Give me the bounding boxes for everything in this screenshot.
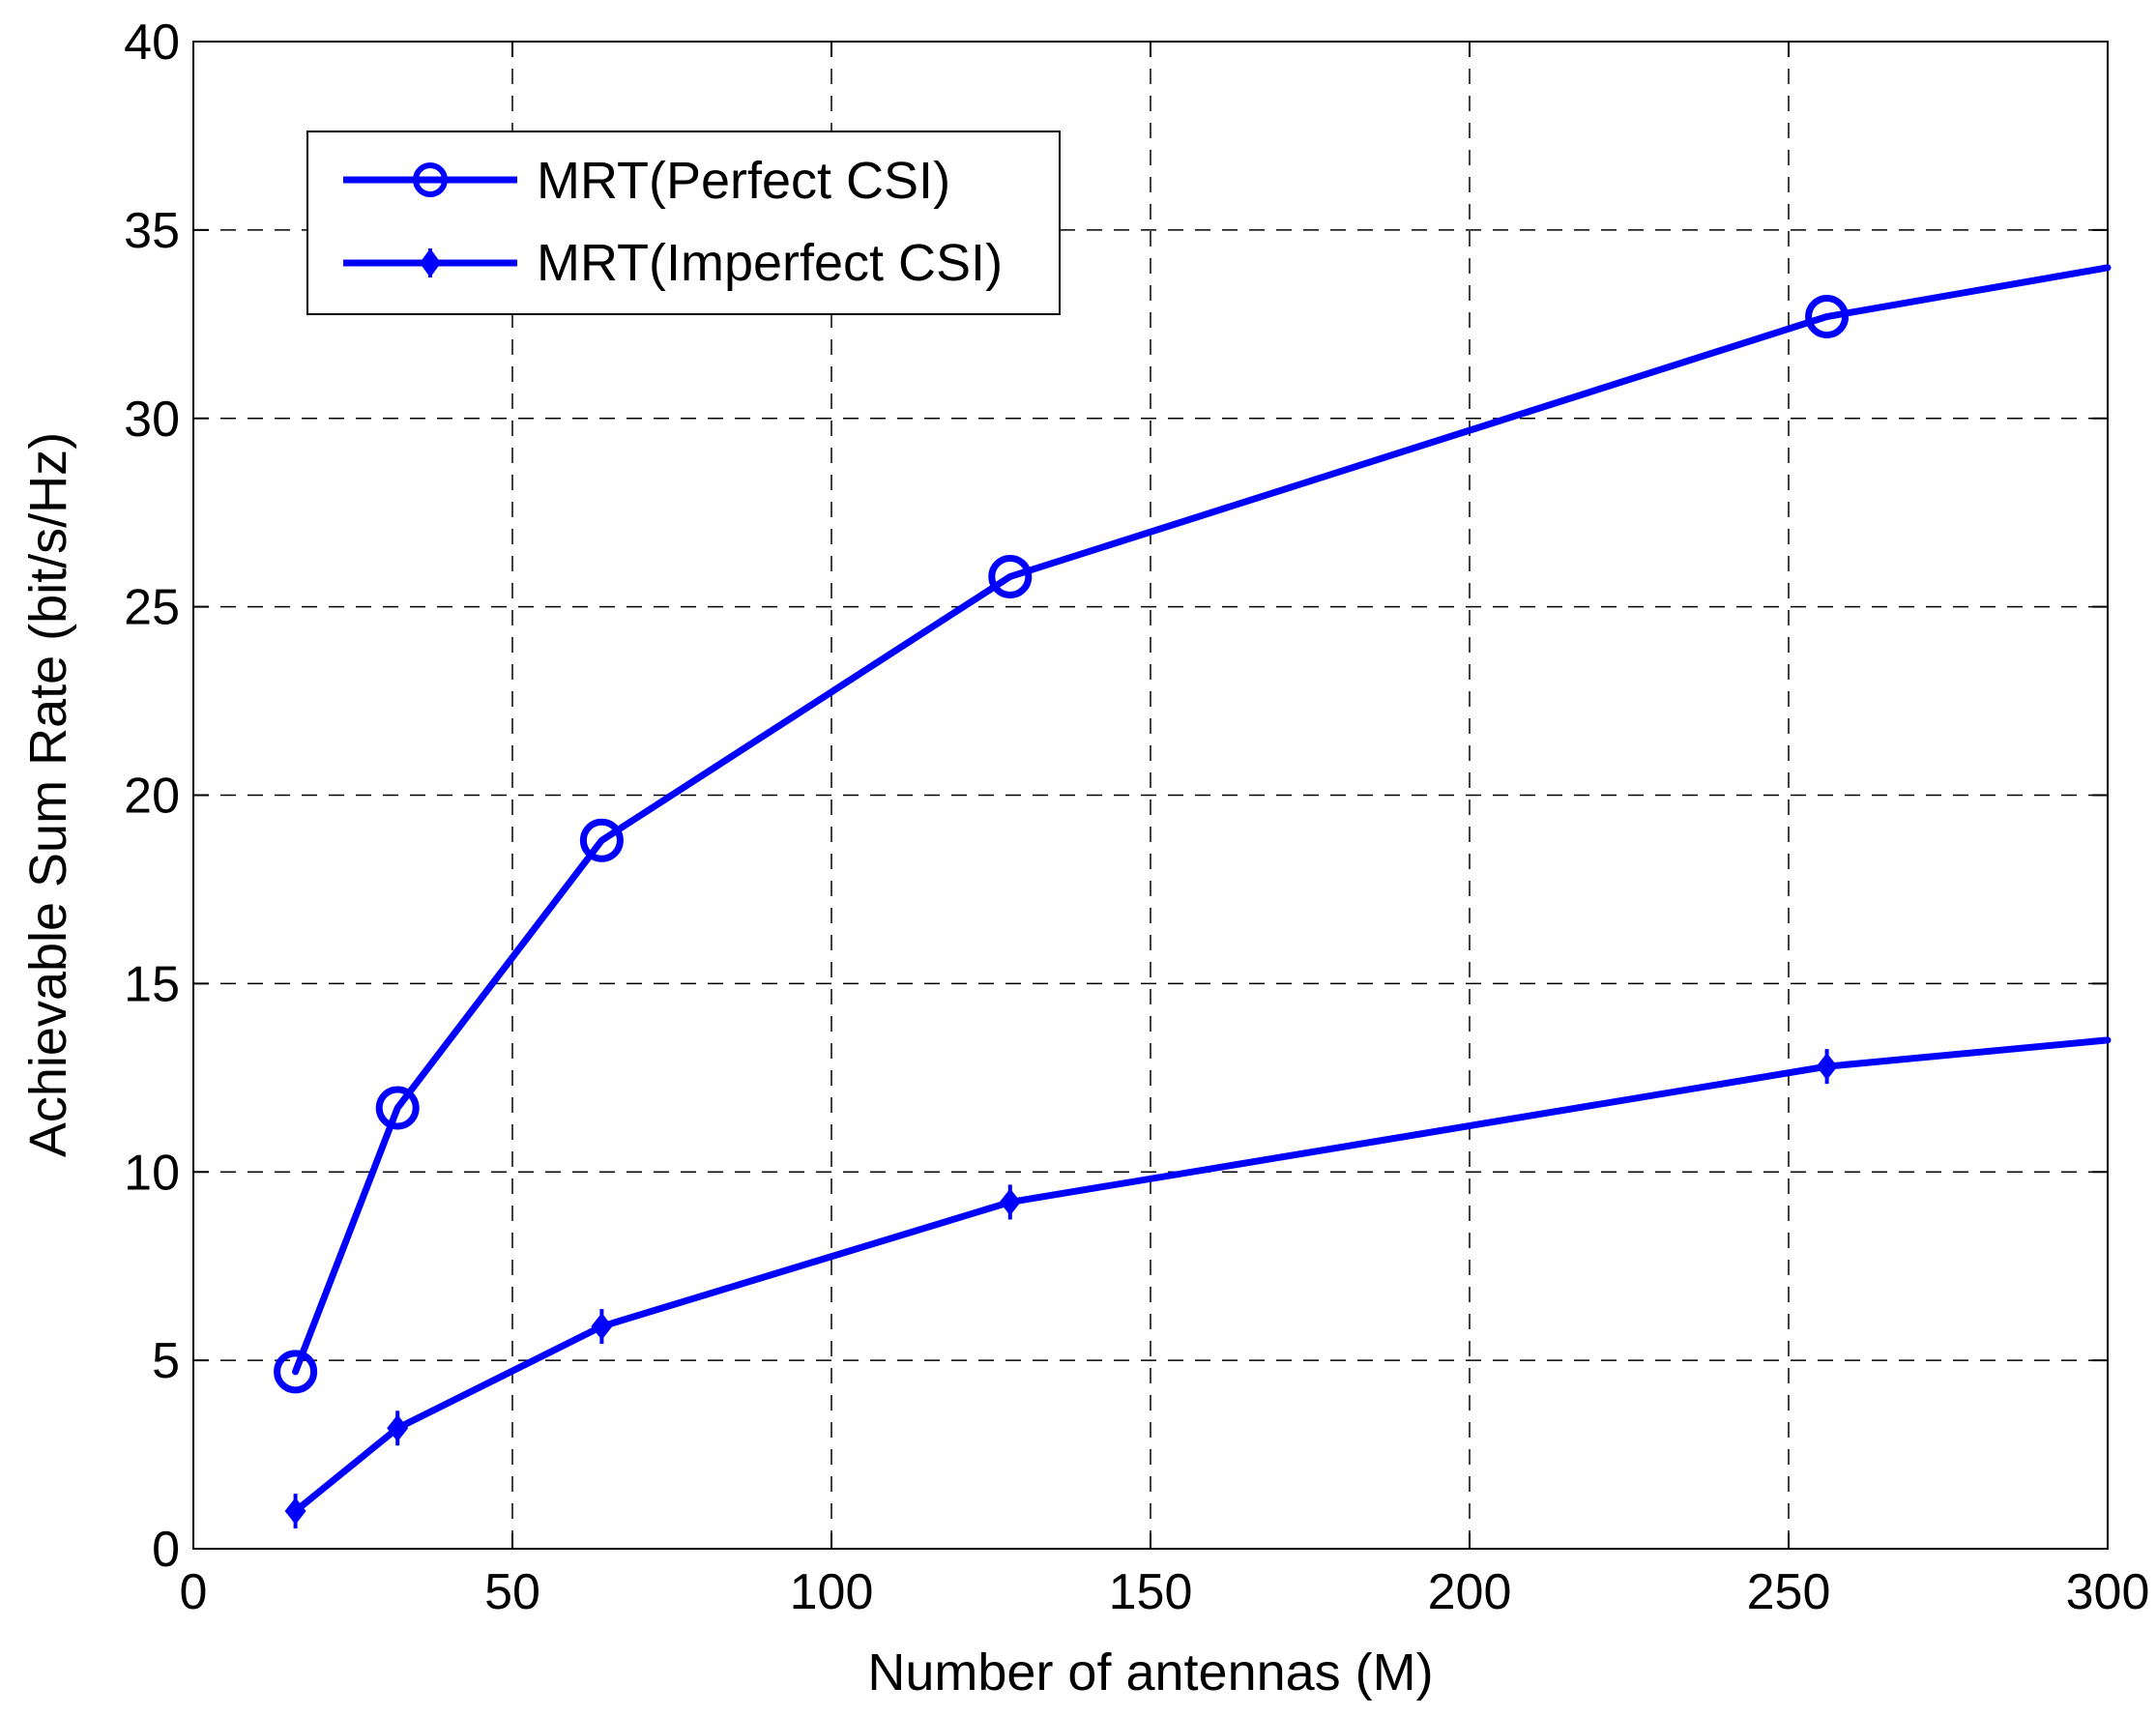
data-point-diamond (999, 1184, 1021, 1220)
data-point-diamond (387, 1411, 409, 1446)
x-tick-label: 0 (180, 1564, 208, 1620)
x-tick-label: 150 (1109, 1564, 1193, 1620)
y-tick-label: 30 (124, 392, 180, 448)
x-axis-label: Number of antennas (M) (867, 1643, 1433, 1701)
legend-label-imperfect: MRT(Imperfect CSI) (537, 234, 1003, 292)
data-point-circle (274, 1350, 318, 1394)
legend-label-perfect: MRT(Perfect CSI) (537, 152, 950, 210)
x-tick-label: 250 (1747, 1564, 1831, 1620)
legend-marker-circle (413, 162, 448, 197)
x-tick-label: 300 (2066, 1564, 2150, 1620)
x-tick-label: 50 (484, 1564, 540, 1620)
data-point-circle (375, 1086, 420, 1130)
x-tick-label: 200 (1428, 1564, 1512, 1620)
y-tick-label: 0 (152, 1522, 180, 1578)
data-point-circle (988, 554, 1033, 598)
data-point-circle (579, 818, 624, 862)
legend-box (306, 131, 1061, 315)
axis-ticks: 0 50 100 150 200 250 300 0 5 10 15 20 25 30 35 40 (124, 15, 2149, 1620)
y-axis-label: Achievable Sum Rate (bit/s/Hz) (19, 432, 77, 1157)
y-tick-label: 35 (124, 203, 180, 259)
y-tick-label: 15 (124, 956, 180, 1012)
y-tick-label: 20 (124, 769, 180, 825)
series-line-1 (292, 264, 2112, 1376)
series-group (274, 264, 2112, 1529)
data-point-diamond (1816, 1049, 1838, 1085)
y-tick-label: 40 (124, 15, 180, 71)
legend: MRT(Perfect CSI) MRT(Imperfect CSI) (306, 131, 1061, 315)
y-tick-label: 10 (124, 1145, 180, 1201)
y-tick-label: 5 (152, 1333, 180, 1389)
data-point-diamond (284, 1494, 306, 1529)
legend-marker-diamond (420, 248, 441, 277)
y-tick-label: 25 (124, 580, 180, 636)
x-tick-label: 100 (790, 1564, 874, 1620)
series-line-2 (292, 1036, 2112, 1515)
data-point-circle (1805, 295, 1850, 339)
data-point-diamond (591, 1309, 613, 1345)
